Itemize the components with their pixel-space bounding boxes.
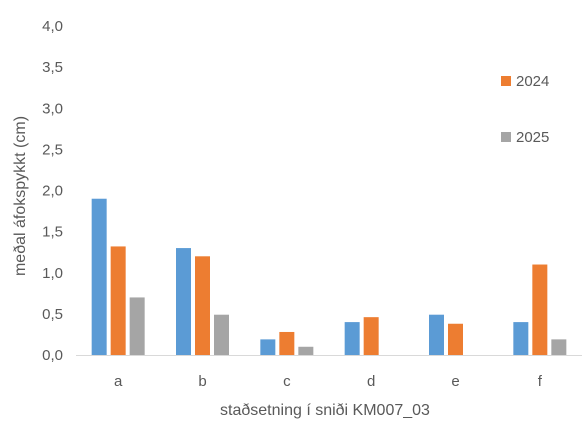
bar-a-series-1	[110, 246, 126, 355]
x-tick-label: d	[367, 373, 375, 390]
x-tick-label: c	[283, 373, 291, 390]
y-tick-label: 2,5	[42, 141, 63, 158]
legend-label-1: 2024	[516, 73, 549, 90]
x-tick-label: b	[198, 373, 206, 390]
bar-e-series-0	[429, 314, 444, 355]
y-tick-label: 1,5	[42, 224, 63, 241]
y-tick-label: 0,5	[42, 306, 63, 323]
legend-swatch-1	[501, 76, 511, 86]
x-axis-ticks: a b c d e f	[114, 373, 543, 390]
y-tick-label: 3,0	[42, 100, 63, 117]
x-tick-label: f	[538, 373, 543, 390]
bar-f-series-2	[551, 339, 567, 355]
bars	[91, 198, 567, 355]
bar-a-series-0	[91, 198, 107, 355]
y-tick-label: 4,0	[42, 18, 63, 35]
x-axis-title: staðsetning í sniði KM007_03	[220, 402, 430, 419]
bar-f-series-0	[513, 322, 529, 355]
bar-d-series-1	[363, 317, 379, 355]
bar-f-series-1	[532, 264, 548, 355]
bar-b-series-1	[195, 256, 210, 355]
legend-label-2: 2025	[516, 129, 549, 146]
x-tick-label: e	[451, 373, 459, 390]
y-tick-label: 1,0	[42, 265, 63, 282]
legend: 2024 2025	[501, 73, 549, 146]
y-axis-title: meðal áfokspykkt (cm)	[12, 116, 29, 276]
bar-c-series-2	[298, 346, 314, 355]
y-tick-label: 3,5	[42, 59, 63, 76]
bar-e-series-1	[448, 323, 463, 355]
bar-d-series-0	[344, 322, 360, 355]
bar-b-series-2	[214, 314, 229, 355]
bar-b-series-0	[176, 248, 191, 355]
legend-swatch-2	[501, 132, 511, 142]
bar-c-series-1	[279, 331, 295, 355]
bar-c-series-0	[260, 339, 276, 355]
y-tick-label: 2,0	[42, 183, 63, 200]
y-tick-label: 0,0	[42, 347, 63, 364]
x-tick-label: a	[114, 373, 123, 390]
y-axis-ticks: 0,0 0,5 1,0 1,5 2,0 2,5 3,0 3,5 4,0	[42, 18, 63, 364]
bar-a-series-2	[129, 297, 145, 355]
